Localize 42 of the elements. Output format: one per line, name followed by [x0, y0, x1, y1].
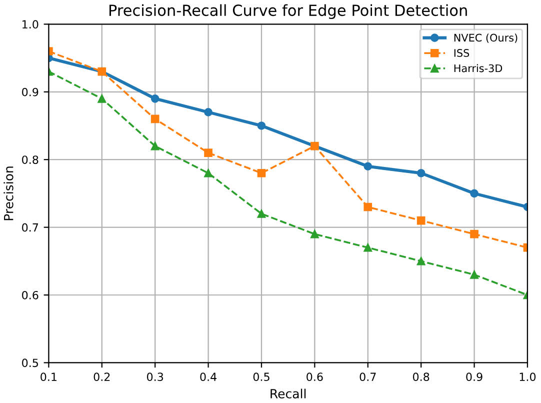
x-tick-label: 0.8 [412, 372, 430, 382]
point [364, 243, 372, 252]
legend-label: Harris-3D [454, 64, 502, 72]
point [204, 148, 212, 157]
point [150, 94, 160, 103]
y-tick-label: 0.5 [22, 358, 38, 368]
y-axis-title: Precision [4, 166, 14, 220]
point [150, 142, 160, 150]
y-tick-label: 1.0 [22, 20, 38, 29]
point [257, 122, 266, 130]
chart-title: Precision-Recall Curve for Edge Point Detection [109, 4, 467, 20]
point [416, 256, 426, 266]
y-tick-label: 0.9 [22, 88, 38, 96]
point [257, 168, 266, 178]
point [204, 168, 212, 178]
x-tick-label: 0.1 [40, 372, 56, 382]
y-tick-label: 0.7 [22, 223, 38, 232]
y-tick-label: 0.8 [22, 156, 38, 164]
point [470, 270, 478, 279]
x-tick-label: 0.2 [94, 372, 110, 382]
x-tick-label: 1.0 [520, 372, 536, 382]
point [204, 108, 212, 116]
x-tick-label: 0.6 [306, 372, 323, 382]
point [470, 189, 478, 198]
point [364, 202, 372, 212]
point [310, 230, 319, 238]
point [98, 94, 106, 103]
point [470, 230, 478, 238]
point [257, 210, 266, 218]
legend-label: NVEC (Ours) [454, 34, 518, 43]
point [416, 168, 426, 178]
x-tick-label: 0.5 [253, 372, 270, 382]
y-tick-label: 0.6 [22, 290, 38, 300]
x-tick-label: 0.9 [466, 372, 482, 382]
x-tick-label: 0.3 [146, 372, 164, 382]
point [364, 162, 372, 171]
point [416, 216, 426, 225]
x-tick-label: 0.7 [360, 372, 376, 382]
legend-label: ISS [454, 49, 470, 57]
x-axis-title: Recall [270, 388, 306, 398]
x-tick-label: 0.4 [200, 372, 216, 382]
point [150, 114, 160, 124]
